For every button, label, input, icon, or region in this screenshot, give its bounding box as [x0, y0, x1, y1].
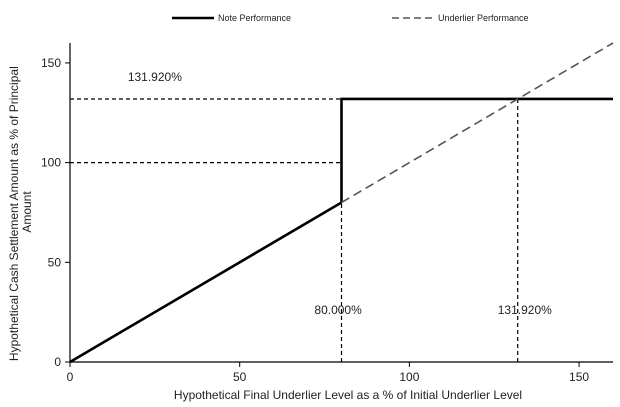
y-tick-label-0: 0: [54, 355, 61, 369]
legend-label-0: Note Performance: [218, 13, 291, 23]
annotation-2: 131.920%: [498, 303, 552, 317]
x-tick-label-2: 100: [399, 370, 419, 384]
annotation-0: 131.920%: [128, 70, 182, 84]
y-axis-title-line-1: Hypothetical Cash Settlement Amount as %…: [7, 66, 21, 361]
x-tick-label-0: 0: [67, 370, 74, 384]
y-axis-title: Hypothetical Cash Settlement Amount as %…: [7, 63, 34, 361]
y-tick-label-3: 150: [41, 56, 61, 70]
x-tick-label-3: 150: [569, 370, 589, 384]
y-tick-label-1: 50: [48, 255, 62, 269]
y-tick-label-2: 100: [41, 156, 61, 170]
series-0-segment-1: [340, 97, 613, 203]
series-0-segment-0: [69, 201, 343, 364]
x-tick-label-1: 50: [233, 370, 247, 384]
series-lines: [69, 42, 614, 364]
annotation-1: 80.000%: [314, 303, 362, 317]
legend-label-1: Underlier Performance: [438, 13, 529, 23]
ticks: 0 50 100 150 0 50 100 150: [41, 56, 589, 384]
x-axis-title: Hypothetical Final Underlier Level as a …: [174, 388, 522, 402]
y-axis-title-line-2: Amount: [20, 191, 34, 233]
axes: [69, 43, 613, 363]
legend: Note Performance Underlier Performance: [172, 13, 529, 23]
annotations: 131.920% 80.000% 131.920%: [128, 70, 552, 317]
series-1-segment-0: [341, 42, 614, 204]
